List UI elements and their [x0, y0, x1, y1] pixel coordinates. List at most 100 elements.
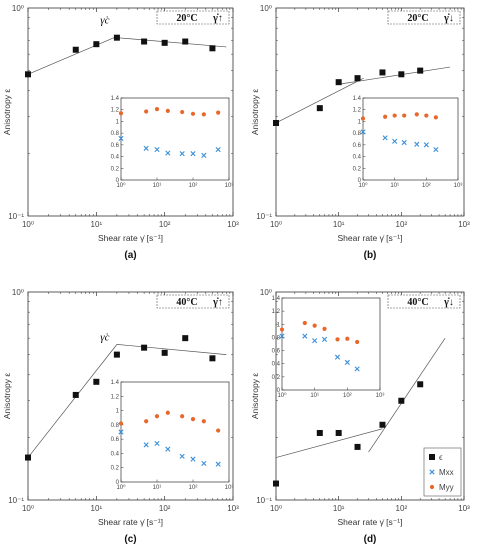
inset-y-tick-label: 1.4	[111, 380, 120, 386]
inset-y-tick-label: 0.4	[111, 155, 120, 161]
x-tick-label: 10²	[159, 504, 171, 513]
inset-x-tick-label: 10²	[422, 183, 431, 189]
myy-point	[165, 108, 170, 113]
inset-y-tick-label: 1.2	[353, 108, 362, 114]
myy-point	[180, 414, 185, 419]
anisotropy-point	[93, 41, 100, 48]
x-tick-label: 10⁰	[22, 220, 34, 229]
inset-y-tick-label: 0.2	[272, 375, 281, 381]
mxx-point	[279, 333, 285, 339]
legend-marker-star	[429, 484, 435, 490]
anisotropy-point	[141, 344, 148, 351]
condition-label: 40°C	[176, 297, 197, 308]
anisotropy-point	[93, 378, 100, 385]
fit-line	[27, 344, 118, 458]
inset-y-tick-label: 1.2	[111, 108, 120, 114]
inset-y-tick-label: 0.2	[111, 166, 120, 172]
myy-point	[383, 114, 388, 119]
anisotropy-point	[417, 381, 424, 388]
anisotropy-point	[141, 38, 148, 45]
x-tick-label: 10²	[396, 504, 408, 513]
x-tick-label: 10¹	[91, 504, 103, 513]
x-tick-label: 10²	[159, 220, 171, 229]
inset-x-tick-label: 10¹	[310, 393, 319, 399]
y-tick-label: 10⁻¹	[8, 212, 24, 221]
y-tick-label: 10⁰	[12, 288, 24, 297]
fit-line	[275, 77, 364, 124]
inset-x-tick-label: 10³	[225, 183, 234, 189]
mxx-point	[190, 456, 196, 462]
x-tick-label: 10³	[458, 504, 470, 513]
mxx-point	[201, 152, 207, 158]
anisotropy-point	[379, 421, 386, 428]
mxx-point	[154, 146, 160, 153]
inset-x-tick-label: 10⁰	[358, 182, 368, 189]
inset-y-tick-label: 0.2	[111, 466, 120, 472]
mxx-point	[215, 461, 221, 467]
panel-label: (b)	[364, 250, 377, 261]
mxx-point	[179, 151, 185, 157]
anisotropy-point	[379, 69, 386, 76]
inset-y-tick-label: 0.8	[272, 335, 281, 341]
inset-y-tick-label: 1	[358, 119, 362, 125]
myy-point	[216, 428, 221, 433]
inset-y-tick-label: 0.6	[111, 437, 120, 443]
inset-d: 0 0.2 0.4 0.6 0.8 1 1.2 1.4 10⁰ 10¹ 10² 10³	[272, 296, 385, 399]
inset-y-tick-label: 1	[116, 409, 120, 415]
myy-point	[118, 421, 124, 426]
mxx-point	[165, 446, 171, 452]
anisotropy-point	[273, 480, 279, 487]
inset-y-tick-label: 0.2	[353, 166, 362, 172]
inset-y-tick-label: 0.4	[353, 155, 362, 161]
condition-box	[156, 10, 230, 25]
y-tick-label: 10⁻¹	[256, 496, 272, 505]
anisotropy-point	[335, 429, 342, 436]
mxx-point	[143, 145, 149, 151]
x-tick-label: 10¹	[333, 504, 345, 513]
myy-point	[345, 336, 350, 341]
inset-y-tick-label: 1.4	[272, 296, 281, 302]
myy-point	[302, 320, 307, 326]
mxx-point	[154, 440, 160, 447]
myy-point	[154, 107, 160, 112]
inset-x-tick-label: 10⁰	[116, 182, 126, 189]
inset-x-tick-label: 10¹	[390, 183, 399, 189]
myy-point	[360, 116, 366, 121]
y-axis-label: Anisotropy ε	[2, 373, 12, 420]
mxx-point	[334, 354, 341, 360]
inset-y-tick-label: 0.4	[111, 451, 120, 457]
inset-y-tick-label: 0.8	[111, 131, 120, 137]
myy-point	[154, 414, 160, 419]
mxx-point	[321, 336, 328, 342]
inset-y-tick-label: 0.6	[111, 143, 120, 149]
anisotropy-point	[398, 71, 405, 78]
anisotropy-point	[417, 67, 424, 74]
x-tick-label: 10¹	[333, 220, 345, 229]
anisotropy-point	[182, 335, 189, 342]
x-tick-label: 10³	[227, 504, 239, 513]
y-tick-label: 10⁰	[260, 4, 272, 13]
fit-line	[275, 428, 383, 458]
legend-label: Myy	[439, 483, 454, 492]
mxx-point	[433, 146, 439, 153]
critical-shear-rate-label: γ̇c	[100, 332, 109, 344]
condition-box	[387, 10, 461, 25]
panel-label: (d)	[364, 534, 377, 545]
fit-line	[116, 344, 227, 355]
myy-point	[216, 110, 221, 115]
inset-y-tick-label: 1.4	[353, 96, 362, 102]
y-axis-label: Anisotropy ε	[2, 89, 12, 136]
inset-frame	[362, 97, 459, 181]
mxx-point	[354, 366, 360, 372]
fit-line	[116, 37, 227, 48]
legend: ϵ Mxx Myy	[423, 447, 462, 497]
myy-point	[190, 111, 196, 116]
legend-label: Mxx	[439, 468, 454, 477]
y-tick-label: 10⁻¹	[8, 496, 24, 505]
myy-point	[144, 419, 149, 424]
x-axis-label: Shear rate γ̇ [s⁻¹]	[338, 517, 403, 527]
mxx-point	[401, 139, 407, 146]
myy-point	[279, 327, 285, 332]
